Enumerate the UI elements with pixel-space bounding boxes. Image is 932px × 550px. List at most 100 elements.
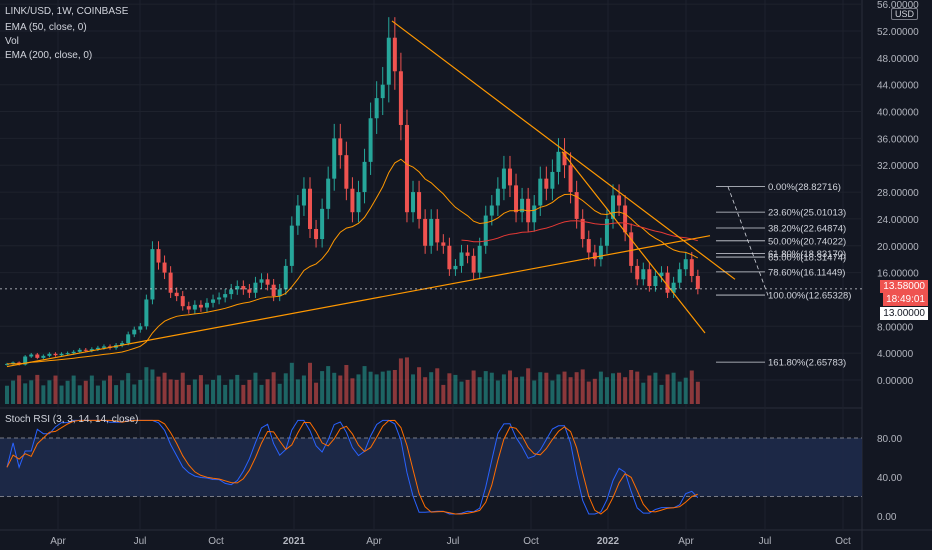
candle-body (423, 218, 428, 246)
candle-body (326, 178, 331, 209)
candle-body (301, 188, 306, 206)
indicator-ema50-label[interactable]: EMA (50, close, 0) (5, 22, 87, 33)
volume-bar (77, 385, 82, 404)
y-tick-label: 16.00000 (877, 269, 919, 280)
candle-body (459, 252, 464, 266)
x-tick-label: Jul (134, 536, 147, 547)
candle-body (398, 71, 403, 125)
volume-bar (411, 374, 416, 404)
volume-bar (71, 375, 76, 404)
candle-body (138, 326, 143, 330)
y-tick-label: 44.00000 (877, 81, 919, 92)
volume-bar (477, 377, 482, 404)
rsi-band (0, 438, 862, 497)
candle-body (198, 304, 203, 308)
candle-body (35, 354, 40, 358)
indicator-vol-label[interactable]: Vol (5, 36, 19, 47)
candle-body (404, 124, 409, 213)
volume-bar (483, 371, 488, 404)
indicator-ema200-label[interactable]: EMA (200, close, 0) (5, 50, 93, 61)
volume-bar (459, 381, 464, 404)
stoch-rsi-title[interactable]: Stoch RSI (3, 3, 14, 14, close) (5, 414, 139, 425)
resistance-trendline (391, 20, 736, 280)
currency-badge[interactable]: USD (890, 8, 918, 20)
candle-body (344, 155, 349, 189)
candle-body (229, 289, 234, 295)
candle-body (338, 138, 343, 156)
volume-bar (598, 371, 603, 404)
volume-bar (683, 377, 688, 404)
x-tick-label: Oct (523, 536, 539, 547)
candle-body (265, 279, 270, 285)
volume-bar (17, 375, 22, 404)
candle-body (635, 265, 640, 280)
candle-body (192, 304, 197, 310)
volume-bar (253, 372, 258, 404)
last-price-tag: 13.58000 (880, 280, 928, 293)
x-tick-label: 2022 (597, 536, 620, 547)
candle-body (562, 151, 567, 166)
volume-bar (386, 370, 391, 404)
volume-bar (186, 384, 191, 404)
candle-body (120, 343, 125, 346)
ema50-line (6, 158, 699, 365)
candle-body (653, 275, 658, 287)
candle-body (683, 259, 688, 270)
volume-bar (23, 383, 28, 404)
stoch-d-line (6, 419, 698, 515)
volume-bar (47, 380, 52, 404)
candle-body (132, 329, 137, 335)
volume-bar (501, 374, 506, 404)
volume-bar (398, 358, 403, 404)
candle-body (11, 362, 16, 364)
volume-bar (144, 367, 149, 404)
volume-bar (514, 377, 519, 404)
y-tick-label: 56.00000 (877, 0, 919, 11)
y-tick-label: 28.00000 (877, 188, 919, 199)
volume-bar (320, 371, 325, 404)
volume-bar (156, 376, 161, 404)
volume-bar (617, 372, 622, 404)
volume-bar (126, 373, 131, 404)
candle-body (41, 355, 46, 358)
volume-bar (441, 384, 446, 404)
volume-bar (223, 384, 228, 404)
candle-body (95, 347, 100, 350)
volume-bar (229, 379, 234, 404)
y-tick-label: 40.00000 (877, 108, 919, 119)
candles (5, 17, 700, 366)
volume-bar (150, 369, 155, 404)
fib-level-label: 50.00%(20.74022) (768, 236, 846, 247)
volume-bar (562, 371, 567, 404)
candle-body (23, 356, 28, 365)
volume-bar (374, 374, 379, 404)
volume-bar (265, 379, 270, 404)
volume-bar (689, 370, 694, 404)
volume-bar (138, 379, 143, 404)
candle-body (623, 205, 628, 233)
volume-bar (641, 382, 646, 404)
fib-level-label: 161.80%(2.65783) (768, 358, 846, 369)
volume-bar (526, 368, 531, 404)
candle-body (617, 195, 622, 206)
candle-body (314, 228, 319, 240)
candle-body (568, 165, 573, 193)
x-tick-label: Apr (366, 536, 382, 547)
candle-body (59, 353, 64, 356)
volume-bar (471, 370, 476, 404)
volume-bar (350, 378, 355, 404)
candle-body (217, 297, 222, 300)
volume-bar (162, 372, 167, 404)
candle-body (89, 349, 94, 351)
candle-body (417, 192, 422, 219)
volume-bar (332, 372, 337, 404)
volume-bar (180, 372, 185, 404)
volume-bar (11, 380, 16, 404)
candle-body (295, 205, 300, 226)
volume-bar (604, 377, 609, 404)
volume-bar (308, 362, 312, 404)
volume-bar (671, 372, 676, 404)
fib-level-label: 65.00%(18.31474) (768, 253, 846, 264)
volume-bar (289, 362, 294, 404)
